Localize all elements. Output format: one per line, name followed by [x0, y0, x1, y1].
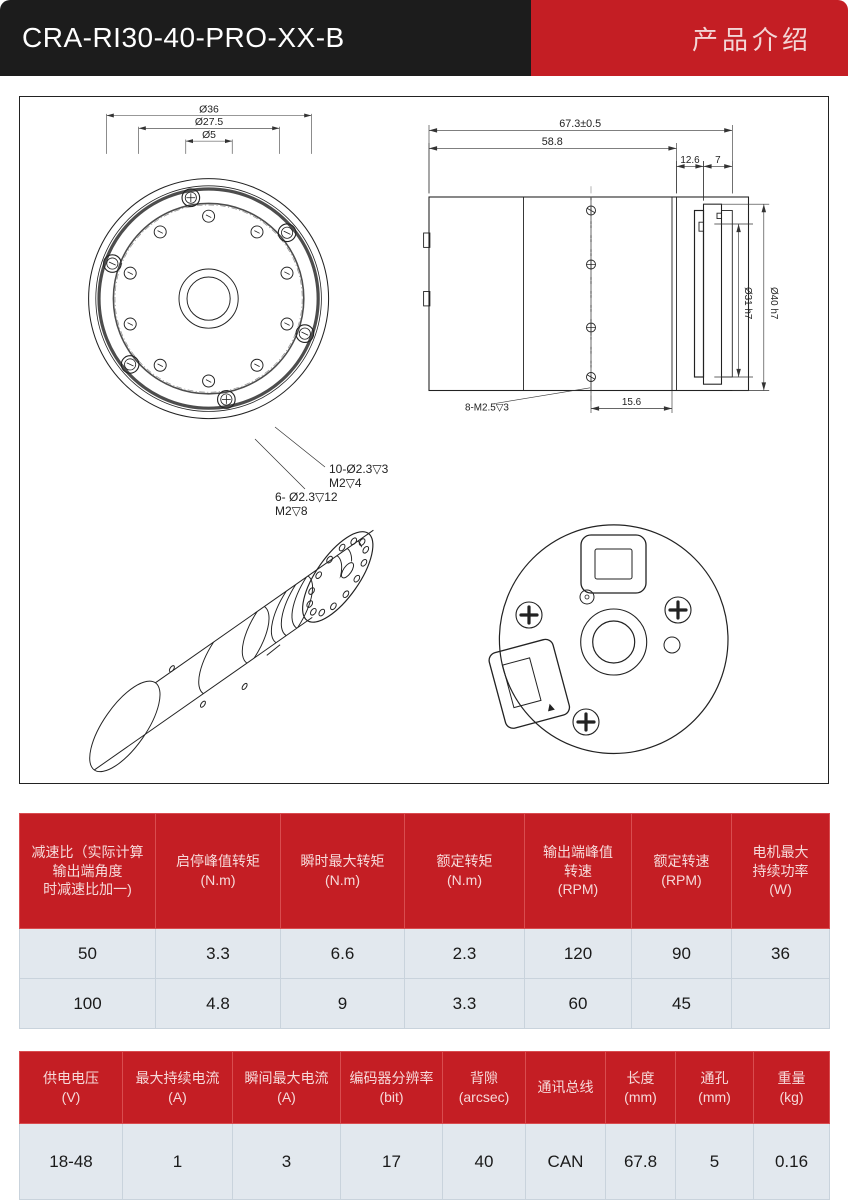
svg-text:▲: ▲ — [545, 701, 556, 713]
